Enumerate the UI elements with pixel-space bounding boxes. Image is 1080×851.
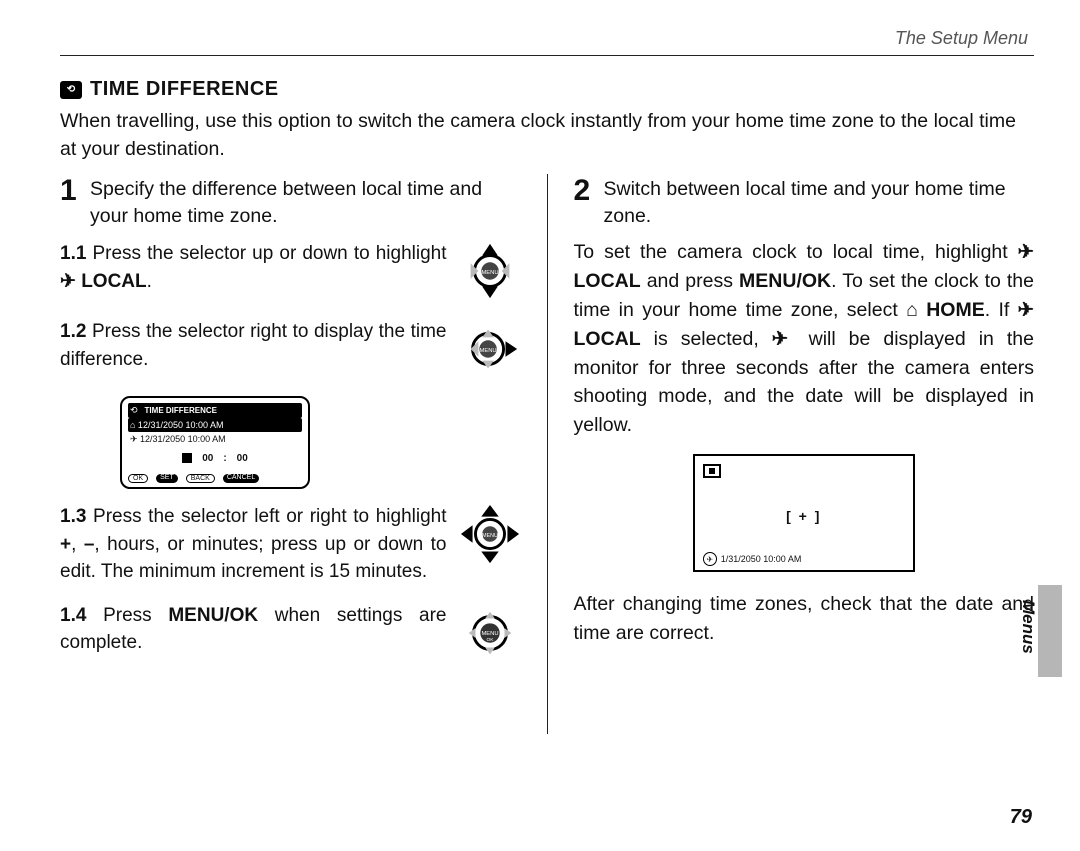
substep-text: 1.4 Press MENU/OK when settings are comp… <box>60 602 447 657</box>
time-diff-icon: ⟲ <box>60 81 82 99</box>
step-2-body: To set the camera clock to local time, h… <box>574 238 1035 440</box>
two-column-layout: 1 Specify the difference between local t… <box>60 172 1034 734</box>
af-frame-icon: [ + ] <box>703 508 905 524</box>
step-1: 1 Specify the difference between local t… <box>60 176 521 231</box>
substep-text: 1.3 Press the selector left or right to … <box>60 503 447 586</box>
local-plane-icon: ✈ <box>703 552 717 566</box>
camera-mode-icon <box>703 464 721 478</box>
selector-all-dirs-icon: MENU <box>459 503 521 565</box>
selector-up-down-icon: MENU <box>459 240 521 302</box>
svg-text:MENU: MENU <box>479 348 496 354</box>
substep-1-3: 1.3 Press the selector left or right to … <box>60 503 521 586</box>
lcd-time-diff-screen: ⟲TIME DIFFERENCE ⌂ 12/31/2050 10:00 AM ✈… <box>120 396 310 489</box>
header-rule <box>60 55 1034 56</box>
running-header: The Setup Menu <box>60 28 1034 49</box>
step-text: Switch between local time and your home … <box>604 176 1035 231</box>
step-number: 2 <box>574 176 596 206</box>
thumb-tab <box>1038 585 1062 677</box>
manual-page: The Setup Menu ⟲ TIME DIFFERENCE When tr… <box>0 0 1080 754</box>
section-title: TIME DIFFERENCE <box>90 78 279 101</box>
svg-text:MENU: MENU <box>481 270 498 276</box>
substep-text: 1.1 Press the selector up or down to hig… <box>60 240 447 295</box>
page-number: 79 <box>1010 806 1032 829</box>
monitor-preview: [ + ] ✈ 1/31/2050 10:00 AM <box>693 454 915 572</box>
step-2-after: After changing time zones, check that th… <box>574 590 1035 648</box>
side-section-label: Menus <box>1018 600 1038 654</box>
substep-text: 1.2 Press the selector right to display … <box>60 318 447 373</box>
column-left: 1 Specify the difference between local t… <box>60 172 547 734</box>
substep-1-2: 1.2 Press the selector right to display … <box>60 318 521 380</box>
step-2: 2 Switch between local time and your hom… <box>574 176 1035 231</box>
substep-1-4: 1.4 Press MENU/OK when settings are comp… <box>60 602 521 664</box>
svg-text:OK: OK <box>486 637 494 643</box>
selector-center-icon: MENUOK <box>459 602 521 664</box>
selector-right-icon: MENU <box>459 318 521 380</box>
section-intro: When travelling, use this option to swit… <box>60 107 1034 164</box>
section-title-row: ⟲ TIME DIFFERENCE <box>60 78 1034 101</box>
plusminus-icon <box>182 453 192 463</box>
substep-1-1: 1.1 Press the selector up or down to hig… <box>60 240 521 302</box>
step-text: Specify the difference between local tim… <box>90 176 521 231</box>
svg-text:MENU: MENU <box>482 533 498 539</box>
step-number: 1 <box>60 176 82 206</box>
monitor-date-row: ✈ 1/31/2050 10:00 AM <box>703 552 905 566</box>
column-right: 2 Switch between local time and your hom… <box>548 172 1035 734</box>
svg-text:MENU: MENU <box>481 631 498 637</box>
